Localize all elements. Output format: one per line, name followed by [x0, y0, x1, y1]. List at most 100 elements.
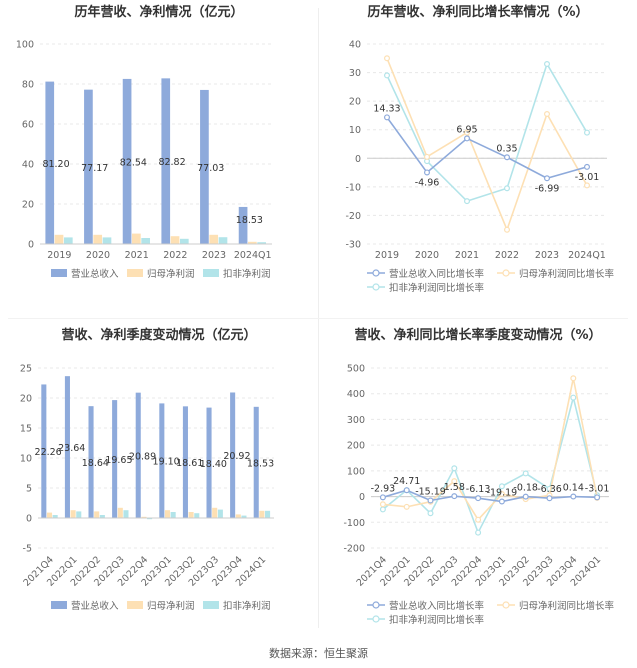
data-label: 77.03 — [197, 163, 224, 174]
x-tick-label: 2024Q1 — [568, 250, 606, 261]
bar — [257, 242, 266, 244]
y-tick-label: -100 — [343, 518, 365, 529]
legend-label: 扣非净利润同比增长率 — [389, 614, 485, 626]
y-tick-label: 10 — [20, 454, 32, 465]
bar — [123, 510, 129, 518]
bar — [161, 78, 171, 244]
bar — [94, 511, 100, 518]
data-label: 82.54 — [120, 157, 147, 168]
data-label: 1.58 — [444, 482, 465, 493]
data-label: 18.53 — [247, 458, 274, 469]
chart-svg: 历年营收、净利同比增长率情况（%） -30 -20 -10 0 10 20 30 40 2019 2… — [345, 4, 615, 294]
data-point — [544, 60, 551, 67]
bar — [54, 234, 64, 244]
quarterly-revenue-profit-chart: 营收、净利季度变动情况（亿元） -5 0 5 10 15 20 25 2021Q4 2022Q1 2… — [0, 320, 318, 640]
bar — [102, 237, 112, 244]
bar — [209, 234, 219, 244]
data-label: 20.92 — [223, 451, 250, 462]
horizontal-divider — [8, 318, 628, 319]
y-tick-label: 100 — [347, 466, 365, 477]
data-label: 14.33 — [373, 103, 400, 114]
legend-label: 归母净利润同比增长率 — [519, 600, 615, 612]
chart-title: 历年营收、净利情况（亿元） — [74, 4, 243, 20]
chart-title: 营收、净利同比增长率季度变动情况（%） — [354, 327, 601, 343]
data-label: 18.53 — [236, 215, 263, 226]
series-line — [386, 116, 588, 180]
y-tick-label: 200 — [347, 441, 365, 452]
bar — [88, 406, 94, 518]
bar — [218, 237, 228, 244]
y-tick-label: -30 — [345, 240, 361, 251]
bar — [170, 512, 176, 518]
bar — [63, 237, 73, 244]
legend-swatch-marker — [372, 615, 380, 623]
data-point — [475, 495, 482, 502]
y-tick-label: 100 — [16, 40, 34, 51]
x-tick-label: 2023 — [202, 250, 226, 261]
data-point — [379, 494, 386, 501]
data-label: -19.19 — [487, 488, 518, 499]
data-point — [379, 501, 386, 508]
y-tick-label: -20 — [345, 211, 361, 222]
data-label: 81.20 — [42, 159, 69, 170]
bar — [76, 511, 82, 518]
legend-swatch — [203, 601, 219, 609]
legend-label: 归母净利润 — [147, 600, 195, 612]
y-tick-label: 500 — [347, 364, 365, 375]
x-tick-label: 2019 — [47, 250, 71, 261]
data-point — [570, 493, 577, 500]
chart-svg: 营收、净利季度变动情况（亿元）-505101520252021Q42022Q12… — [20, 327, 274, 612]
y-tick-label: 0 — [28, 240, 34, 251]
bar — [64, 376, 70, 518]
bar — [132, 233, 141, 244]
y-tick-label: 80 — [22, 80, 34, 91]
legend-label: 营业总收入 — [71, 600, 119, 612]
data-point — [475, 529, 482, 536]
bar — [147, 518, 153, 520]
quarterly-growth-rate-chart: 营收、净利同比增长率季度变动情况（%） -200 -100 0 100 200 300 400… — [319, 320, 637, 640]
data-point — [522, 493, 529, 500]
chart-title: 营收、净利季度变动情况（亿元） — [61, 327, 256, 343]
x-tick-label: 2020 — [415, 250, 439, 261]
data-point — [498, 483, 505, 490]
data-point — [544, 110, 551, 117]
data-point — [451, 478, 458, 485]
y-tick-label: 30 — [349, 68, 361, 79]
data-label: 22.26 — [35, 447, 62, 458]
y-tick-label: 40 — [22, 160, 34, 171]
bar — [93, 234, 103, 244]
data-point — [594, 494, 601, 501]
bar — [45, 81, 55, 244]
data-label: -6.99 — [535, 183, 560, 194]
bar — [117, 507, 123, 518]
legend-label: 营业总收入同比增长率 — [389, 600, 485, 612]
data-point — [379, 506, 386, 513]
bar — [235, 514, 241, 518]
x-tick-label: 2022 — [495, 250, 519, 261]
bar — [238, 206, 248, 244]
bar — [170, 236, 180, 244]
series-line — [382, 397, 598, 535]
data-label: -4.96 — [415, 177, 440, 188]
y-tick-label: -10 — [345, 182, 361, 193]
legend-swatch-marker — [502, 269, 510, 277]
data-point — [451, 493, 458, 500]
data-label: -2.93 — [371, 483, 396, 494]
bar — [200, 89, 209, 244]
x-tick-label: 2023 — [535, 250, 559, 261]
data-label: -3.01 — [585, 483, 610, 494]
bar — [159, 403, 165, 518]
bar — [52, 515, 58, 518]
legend-label: 归母净利润同比增长率 — [519, 268, 615, 280]
data-point — [403, 503, 410, 510]
data-label: 0.35 — [496, 143, 517, 154]
bar — [206, 407, 212, 518]
y-tick-label: 60 — [22, 120, 34, 131]
data-label: -0.18 — [513, 483, 538, 494]
legend-label: 扣非净利润同比增长率 — [389, 282, 485, 294]
legend-swatch-marker — [372, 283, 380, 291]
bar — [241, 515, 247, 518]
data-point — [427, 497, 434, 504]
data-point — [403, 487, 410, 494]
data-point — [584, 163, 591, 170]
